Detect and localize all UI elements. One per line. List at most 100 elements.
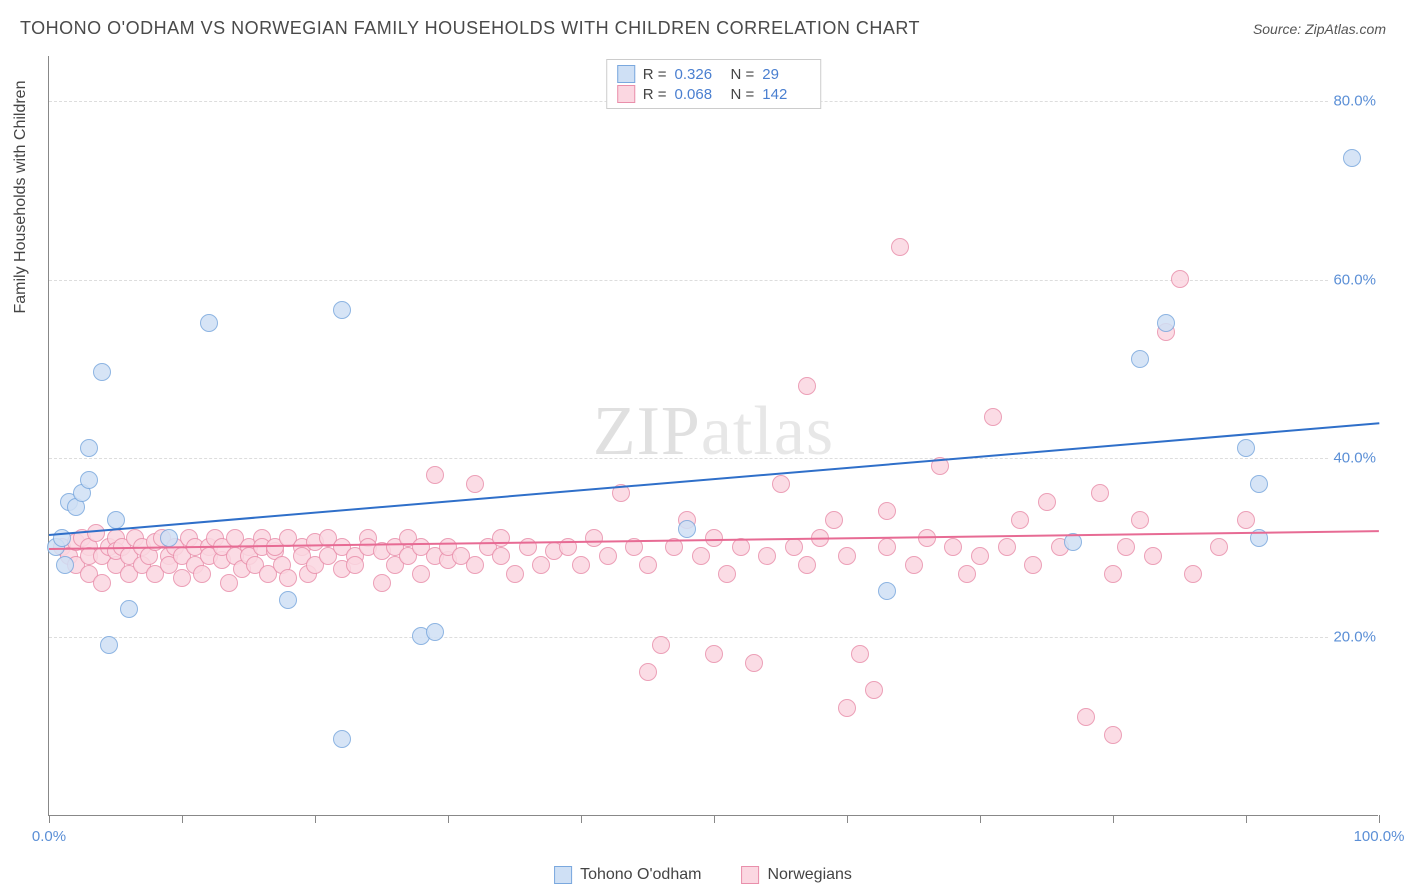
point-pink [878,502,896,520]
n-value-pink: 142 [762,86,810,103]
point-pink [492,547,510,565]
point-pink [705,645,723,663]
y-tick-label: 20.0% [1329,629,1380,646]
point-pink [639,663,657,681]
point-pink [599,547,617,565]
point-pink [220,574,238,592]
x-tick [980,815,981,823]
point-pink [971,547,989,565]
x-tick [315,815,316,823]
point-blue [93,363,111,381]
point-pink [891,238,909,256]
point-pink [1077,708,1095,726]
swatch-pink [617,85,635,103]
point-blue [1237,439,1255,457]
point-blue [333,730,351,748]
source-label: Source: ZipAtlas.com [1253,21,1386,37]
series-legend: Tohono O'odham Norwegians [554,866,852,884]
point-pink [718,565,736,583]
point-blue [107,511,125,529]
point-blue [160,529,178,547]
trend-line-blue [49,423,1379,537]
point-blue [678,520,696,538]
point-pink [825,511,843,529]
legend-row-blue: R = 0.326 N = 29 [617,64,811,84]
point-blue [1343,149,1361,167]
point-pink [1144,547,1162,565]
r-value-pink: 0.068 [675,86,723,103]
gridline [49,637,1378,638]
point-pink [373,574,391,592]
point-blue [56,556,74,574]
r-label: R = [643,66,667,83]
point-pink [279,569,297,587]
point-pink [878,538,896,556]
point-blue [279,591,297,609]
point-pink [1011,511,1029,529]
point-pink [1237,511,1255,529]
point-pink [412,565,430,583]
point-pink [1210,538,1228,556]
point-pink [1184,565,1202,583]
point-pink [798,377,816,395]
point-pink [1131,511,1149,529]
swatch-blue [554,866,572,884]
y-tick-label: 40.0% [1329,450,1380,467]
point-blue [333,301,351,319]
point-pink [838,547,856,565]
legend-label-blue: Tohono O'odham [580,866,701,884]
point-pink [346,556,364,574]
swatch-blue [617,65,635,83]
point-pink [519,538,537,556]
point-pink [905,556,923,574]
point-blue [1250,475,1268,493]
x-tick [1379,815,1380,823]
point-pink [1171,270,1189,288]
y-tick-label: 60.0% [1329,271,1380,288]
point-pink [492,529,510,547]
point-pink [1104,565,1122,583]
x-tick [49,815,50,823]
point-pink [758,547,776,565]
scatter-plot: ZIPatlas R = 0.326 N = 29 R = 0.068 N = … [48,56,1378,816]
correlation-legend: R = 0.326 N = 29 R = 0.068 N = 142 [606,59,822,109]
point-pink [998,538,1016,556]
point-pink [1117,538,1135,556]
x-tick [1113,815,1114,823]
legend-item-pink: Norwegians [741,866,851,884]
point-blue [1157,314,1175,332]
x-tick-label: 0.0% [32,828,66,845]
watermark: ZIPatlas [593,392,834,472]
point-pink [944,538,962,556]
point-pink [772,475,790,493]
point-pink [1104,726,1122,744]
y-axis-title: Family Households with Children [12,81,30,314]
point-blue [426,623,444,641]
point-blue [1131,350,1149,368]
point-pink [1091,484,1109,502]
legend-label-pink: Norwegians [767,866,851,884]
gridline [49,458,1378,459]
point-blue [80,471,98,489]
point-pink [639,556,657,574]
x-tick [1246,815,1247,823]
point-pink [838,699,856,717]
point-pink [506,565,524,583]
x-tick [448,815,449,823]
point-pink [466,556,484,574]
r-label: R = [643,86,667,103]
point-pink [532,556,550,574]
r-value-blue: 0.326 [675,66,723,83]
point-pink [193,565,211,583]
legend-item-blue: Tohono O'odham [554,866,701,884]
point-pink [585,529,603,547]
chart-title: TOHONO O'ODHAM VS NORWEGIAN FAMILY HOUSE… [20,18,920,39]
n-label: N = [731,66,755,83]
point-blue [878,582,896,600]
point-pink [865,681,883,699]
point-pink [1038,493,1056,511]
x-tick [581,815,582,823]
point-pink [572,556,590,574]
point-blue [120,600,138,618]
point-pink [652,636,670,654]
